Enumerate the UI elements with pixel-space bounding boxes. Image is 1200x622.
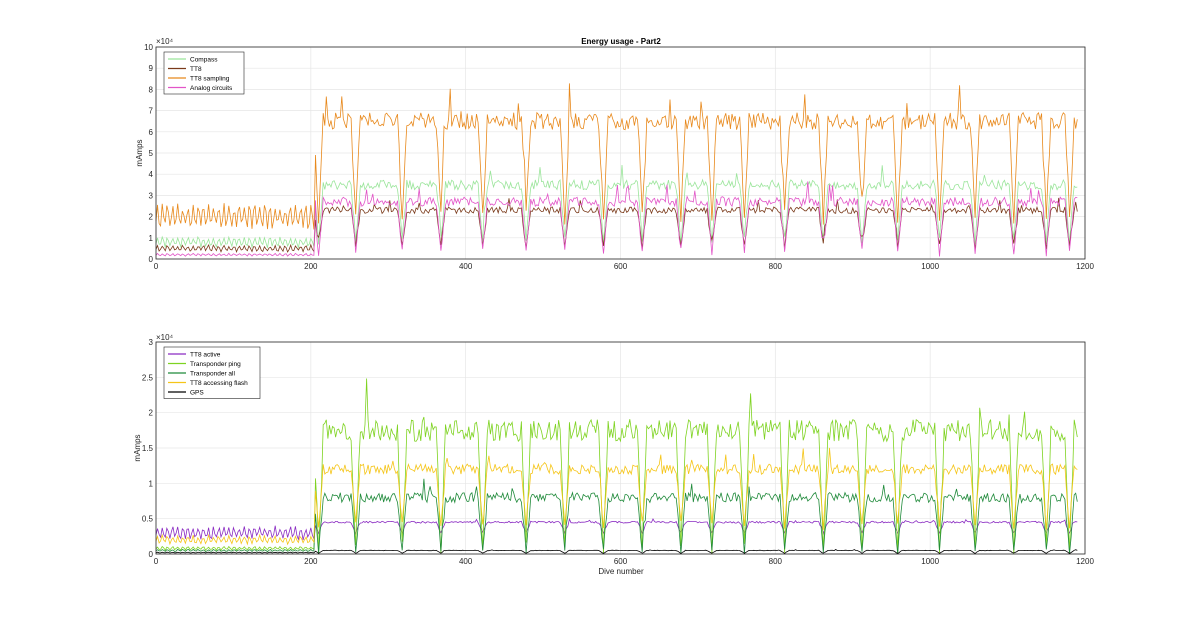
series-line-compass [155,164,1078,250]
y-tick-label: 7 [149,107,154,116]
x-tick-label: 200 [304,262,318,271]
y-tick-label: 8 [149,85,154,94]
x-tick-label: 600 [614,557,628,566]
x-tick-label: 600 [614,262,628,271]
legend-entry: GPS [190,389,204,396]
y-tick-label: 9 [149,64,154,73]
x-tick-label: 200 [304,557,318,566]
legend-entry: TT8 sampling [190,75,230,82]
y-tick-label: 6 [149,128,154,137]
series-line-tt8-accessing-flash [155,447,1078,546]
axes-frame-top [155,46,1086,260]
y-tick-label: 0.5 [142,515,154,524]
chart-top: 0 200 400 600 800 1000 1200 0 1 2 3 4 5 6 7 8 9 10 Energy… [135,37,1094,271]
axes-frame-bottom [155,341,1086,555]
legend-bottom: TT8 active Transponder ping Transponder al… [163,346,261,399]
y-tick-label: 4 [149,170,154,179]
y-tick-label: 0 [149,550,154,559]
chart-title-top: Energy usage - Part2 [581,37,661,46]
legend-top: Compass TT8 TT8 sampling Analog circuits [163,51,245,95]
ticks-top: 0 200 400 600 800 1000 1200 0 1 2 3 4 5 6 7 8 9 10 [144,43,1094,271]
series-bottom [155,378,1078,555]
legend-entry: TT8 accessing flash [190,380,248,387]
legend-entry: Transponder all [190,370,235,377]
y-tick-label: 2 [149,213,154,222]
series-line-analog-circuits [155,181,1078,257]
x-tick-label: 1200 [1076,557,1094,566]
series-line-transponder-all [155,478,1078,555]
chart-bottom: 0 200 400 600 800 1000 1200 0 0.5 1 1.5 2 2.5 3 Dive … [133,333,1094,576]
x-tick-label: 1200 [1076,262,1094,271]
y-tick-label: 3 [149,191,154,200]
legend-entry: Transponder ping [190,361,241,368]
y-exponent-bottom: ×10⁴ [156,333,174,342]
x-tick-label: 0 [154,557,159,566]
x-tick-label: 1000 [921,557,939,566]
y-tick-label: 1 [149,234,154,243]
x-tick-label: 400 [459,262,473,271]
x-tick-label: 1000 [921,262,939,271]
y-tick-label: 2.5 [142,373,154,382]
y-tick-label: 5 [149,149,154,158]
y-tick-label: 10 [144,43,153,52]
y-axis-label-bottom: mAmps [133,434,142,461]
legend-entry: Analog circuits [190,85,233,92]
x-tick-label: 800 [769,262,783,271]
legend-entry: TT8 [190,66,202,73]
y-axis-label-top: mAmps [135,139,144,166]
y-tick-label: 0 [149,255,154,264]
y-tick-label: 2 [149,409,154,418]
ticks-bottom: 0 200 400 600 800 1000 1200 0 0.5 1 1.5 2 2.5 3 [142,338,1095,566]
x-tick-label: 400 [459,557,473,566]
y-tick-label: 1 [149,479,154,488]
series-top [155,83,1078,257]
x-tick-label: 800 [769,557,783,566]
series-line-tt8 [155,197,1078,253]
x-axis-label-bottom: Dive number [598,567,644,576]
series-line-transponder-ping [155,378,1078,555]
series-line-tt8-sampling [155,83,1078,230]
x-tick-label: 0 [154,262,159,271]
y-tick-label: 3 [149,338,154,347]
series-line-gps [155,549,1078,555]
legend-entry: Compass [190,56,218,63]
series-line-tt8-active [155,517,1078,541]
y-tick-label: 1.5 [142,444,154,453]
y-exponent-top: ×10⁴ [156,37,174,46]
legend-entry: TT8 active [190,351,221,358]
